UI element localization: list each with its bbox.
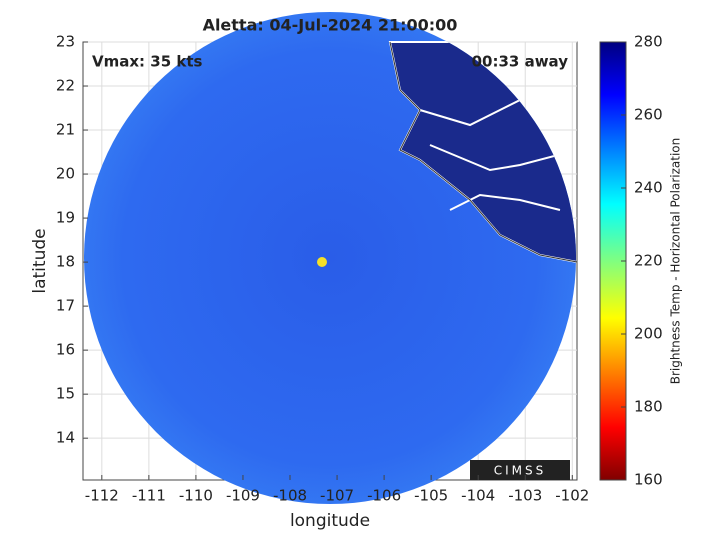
y-tick-label: 16 [56, 341, 75, 359]
x-tick-label: -112 [85, 487, 119, 505]
colorbar-tick-label: 160 [634, 471, 663, 489]
colorbar-label: Brightness Temp - Horizontal Polarizatio… [669, 138, 683, 385]
annotation: 00:33 away [472, 53, 569, 71]
y-tick-label: 22 [56, 77, 75, 95]
x-tick-label: -109 [226, 487, 260, 505]
y-tick-label: 20 [56, 165, 75, 183]
y-tick-label: 15 [56, 385, 75, 403]
y-tick-label: 17 [56, 297, 75, 315]
y-axis-label: latitude [30, 228, 50, 293]
y-tick-label: 23 [56, 33, 75, 51]
x-tick-label: -105 [414, 487, 448, 505]
colorbar-tick-label: 240 [634, 179, 663, 197]
colorbar-tick-label: 260 [634, 106, 663, 124]
y-tick-label: 21 [56, 121, 75, 139]
colorbar-tick-label: 220 [634, 252, 663, 270]
title: Aletta: 04-Jul-2024 21:00:00 [203, 16, 458, 35]
x-tick-label: -106 [367, 487, 401, 505]
colorbar-tick-label: 180 [634, 398, 663, 416]
colorbar-tick-label: 280 [634, 33, 663, 51]
x-tick-label: -110 [179, 487, 213, 505]
logo: CIMSS [494, 464, 547, 478]
x-tick-label: -102 [555, 487, 589, 505]
y-tick-label: 19 [56, 209, 75, 227]
y-tick-label: 14 [56, 429, 75, 447]
y-tick-label: 18 [56, 253, 75, 271]
x-tick-label: -104 [461, 487, 495, 505]
x-tick-label: -103 [508, 487, 542, 505]
colorbar-tick-label: 200 [634, 325, 663, 343]
annotation: Vmax: 35 kts [92, 53, 202, 71]
x-tick-label: -107 [320, 487, 354, 505]
x-tick-label: -111 [132, 487, 166, 505]
x-axis-label: longitude [290, 511, 370, 531]
logo-box [470, 460, 570, 480]
x-tick-label: -108 [273, 487, 307, 505]
